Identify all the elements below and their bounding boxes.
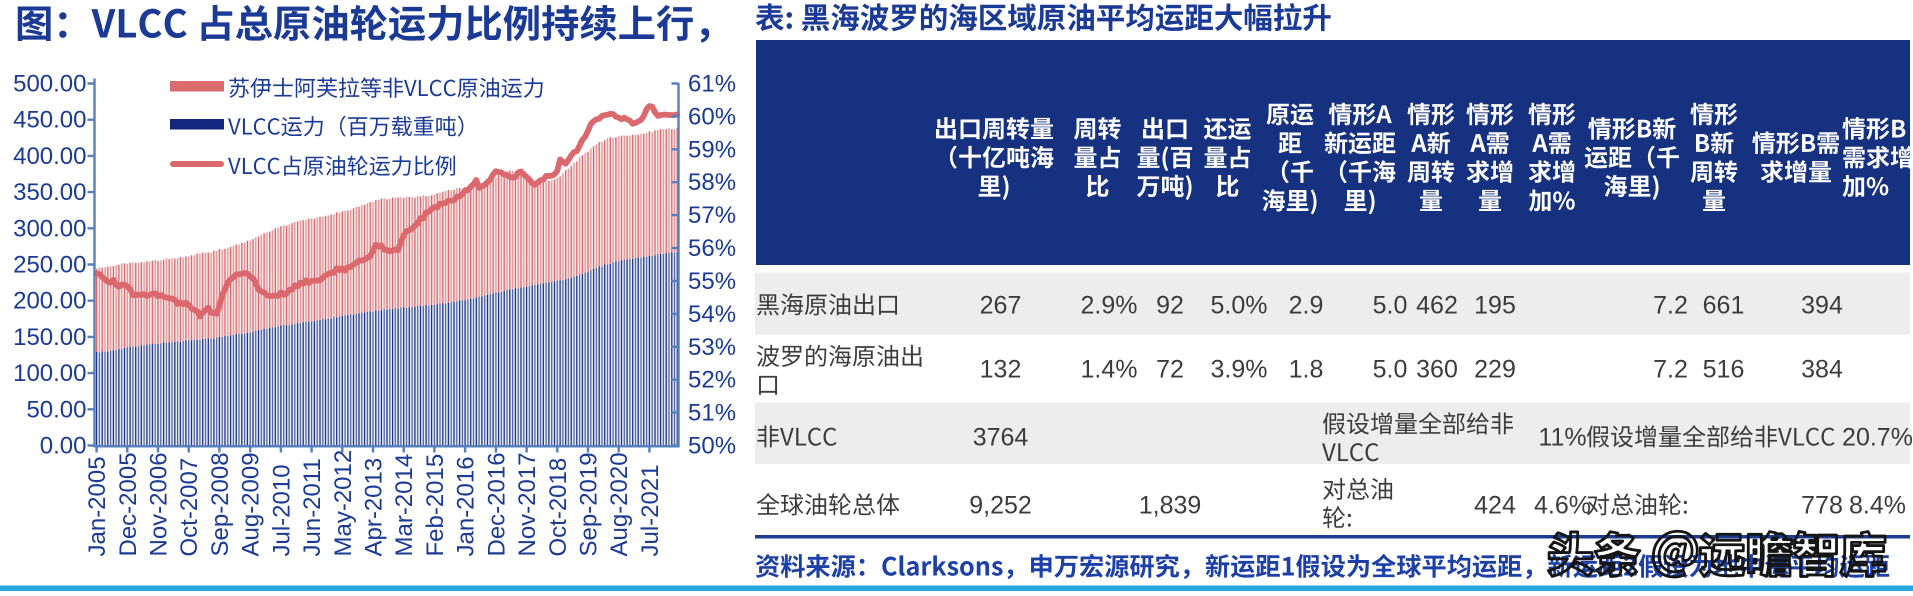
svg-text:384: 384 — [1801, 356, 1843, 384]
svg-text:1,839: 1,839 — [1139, 492, 1202, 520]
svg-text:92: 92 — [1156, 292, 1184, 320]
svg-text:516: 516 — [1703, 356, 1745, 384]
svg-text:200.00: 200.00 — [13, 288, 86, 315]
svg-text:360: 360 — [1416, 356, 1458, 384]
svg-text:Jun-2011: Jun-2011 — [299, 458, 326, 556]
svg-text:58%: 58% — [688, 169, 736, 196]
svg-text:195: 195 — [1474, 292, 1516, 320]
svg-text:Feb-2015: Feb-2015 — [422, 454, 449, 557]
svg-text:Sep-2019: Sep-2019 — [576, 452, 603, 556]
svg-text:394: 394 — [1801, 292, 1843, 320]
svg-text:661: 661 — [1703, 292, 1745, 320]
svg-text:5.0: 5.0 — [1373, 356, 1408, 384]
svg-text:229: 229 — [1474, 356, 1516, 384]
svg-text:Apr-2013: Apr-2013 — [361, 458, 388, 557]
svg-text:424: 424 — [1474, 492, 1516, 520]
svg-text:Jan-2016: Jan-2016 — [453, 456, 480, 556]
svg-text:Dec-2016: Dec-2016 — [483, 452, 510, 556]
svg-text:56%: 56% — [688, 235, 736, 262]
svg-text:400.00: 400.00 — [13, 143, 86, 170]
svg-text:72: 72 — [1156, 356, 1184, 384]
svg-text:Dec-2005: Dec-2005 — [115, 452, 142, 556]
svg-text:Nov-2017: Nov-2017 — [514, 452, 541, 556]
svg-text:55%: 55% — [688, 268, 736, 295]
svg-text:Oct-2007: Oct-2007 — [176, 458, 203, 557]
svg-text:Mar-2014: Mar-2014 — [391, 454, 418, 557]
svg-text:50.00: 50.00 — [26, 396, 86, 423]
svg-text:9,252: 9,252 — [969, 492, 1032, 520]
svg-text:5.0%: 5.0% — [1211, 292, 1268, 320]
svg-text:5.0: 5.0 — [1373, 292, 1408, 320]
svg-text:54%: 54% — [688, 301, 736, 328]
svg-text:462: 462 — [1416, 292, 1458, 320]
svg-text:100.00: 100.00 — [13, 360, 86, 387]
svg-text:May-2012: May-2012 — [330, 450, 357, 557]
svg-text:300.00: 300.00 — [13, 215, 86, 242]
svg-text:7.2: 7.2 — [1653, 292, 1688, 320]
svg-text:0.00: 0.00 — [40, 433, 87, 460]
svg-text:350.00: 350.00 — [13, 179, 86, 206]
svg-text:132: 132 — [980, 356, 1022, 384]
svg-text:500.00: 500.00 — [13, 71, 86, 98]
svg-text:59%: 59% — [688, 136, 736, 163]
svg-text:60%: 60% — [688, 103, 736, 130]
svg-text:150.00: 150.00 — [13, 324, 86, 351]
svg-text:51%: 51% — [688, 400, 736, 427]
svg-text:Aug-2009: Aug-2009 — [238, 452, 265, 556]
svg-text:52%: 52% — [688, 367, 736, 394]
svg-text:1.8: 1.8 — [1289, 356, 1324, 384]
svg-text:20.7%: 20.7% — [1842, 424, 1913, 452]
svg-text:267: 267 — [980, 292, 1022, 320]
svg-text:4.6%: 4.6% — [1534, 492, 1591, 520]
svg-text:3.9%: 3.9% — [1211, 356, 1268, 384]
svg-text:Sep-2008: Sep-2008 — [207, 452, 234, 556]
svg-text:3764: 3764 — [973, 424, 1029, 452]
svg-text:1.4%: 1.4% — [1081, 356, 1138, 384]
svg-text:450.00: 450.00 — [13, 107, 86, 134]
svg-text:Jan-2005: Jan-2005 — [84, 456, 111, 556]
svg-text:57%: 57% — [688, 202, 736, 229]
svg-text:50%: 50% — [688, 433, 736, 460]
svg-text:Oct-2018: Oct-2018 — [545, 458, 572, 557]
svg-text:Jul-2021: Jul-2021 — [637, 464, 664, 556]
svg-text:2.9: 2.9 — [1289, 292, 1324, 320]
svg-text:Aug-2020: Aug-2020 — [606, 452, 633, 556]
svg-text:61%: 61% — [688, 71, 736, 98]
svg-text:250.00: 250.00 — [13, 252, 86, 279]
svg-text:Nov-2006: Nov-2006 — [146, 452, 173, 556]
svg-text:Jul-2010: Jul-2010 — [268, 464, 295, 556]
svg-text:7.2: 7.2 — [1653, 356, 1688, 384]
svg-text:778: 778 — [1801, 492, 1843, 520]
svg-text:53%: 53% — [688, 334, 736, 361]
svg-text:2.9%: 2.9% — [1081, 292, 1138, 320]
svg-text:8.4%: 8.4% — [1849, 492, 1906, 520]
svg-text:11%: 11% — [1538, 424, 1586, 452]
